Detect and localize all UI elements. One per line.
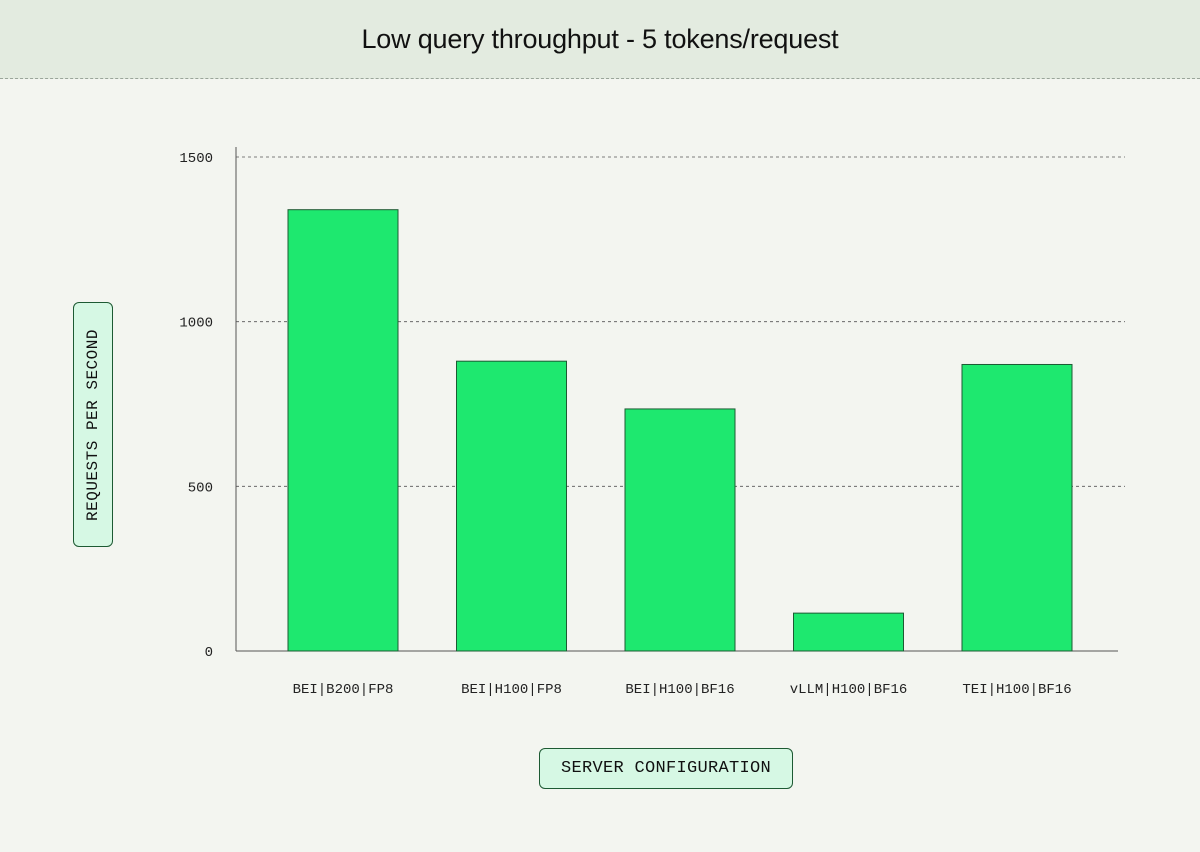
chart-header: Low query throughput - 5 tokens/request xyxy=(0,0,1200,79)
y-tick-label: 0 xyxy=(205,645,213,661)
bars xyxy=(287,209,1073,652)
y-tick-label: 1500 xyxy=(179,151,213,167)
y-axis-label: REQUESTS PER SECOND xyxy=(84,328,102,521)
y-tick-label: 500 xyxy=(188,480,213,496)
x-axis-label-box: SERVER CONFIGURATION xyxy=(539,748,793,789)
bar-1 xyxy=(456,360,567,652)
tick-labels: 0 500 1000 1500 BEI|B200|FP8 BEI|H100|FP8 BEI|… xyxy=(179,151,1071,698)
x-tick-label: BEI|H100|BF16 xyxy=(625,682,734,698)
x-tick-label: BEI|B200|FP8 xyxy=(293,682,394,698)
x-tick-label: TEI|H100|BF16 xyxy=(962,682,1071,698)
chart-title: Low query throughput - 5 tokens/request xyxy=(361,23,839,54)
x-axis-label: SERVER CONFIGURATION xyxy=(560,759,772,778)
bar-0 xyxy=(287,209,399,652)
y-axis-label-box: REQUESTS PER SECOND xyxy=(73,302,113,547)
bar-3 xyxy=(793,612,904,652)
bar-2 xyxy=(624,408,736,652)
x-tick-label: vLLM|H100|BF16 xyxy=(790,682,908,698)
x-tick-label: BEI|H100|FP8 xyxy=(461,682,562,698)
y-tick-label: 1000 xyxy=(179,316,213,332)
bar-4 xyxy=(961,363,1073,652)
